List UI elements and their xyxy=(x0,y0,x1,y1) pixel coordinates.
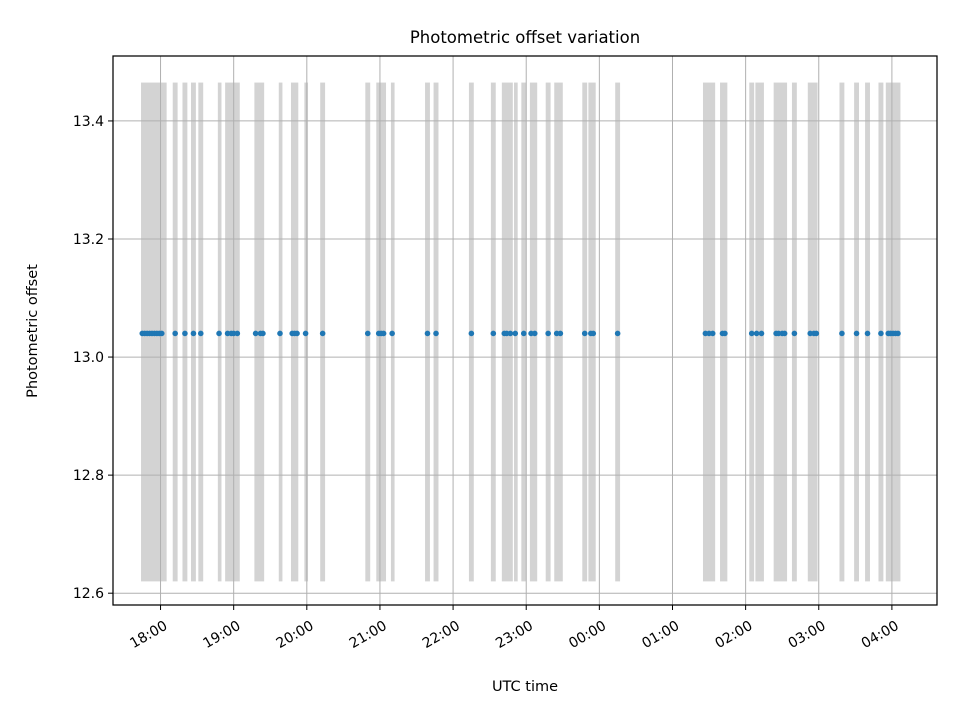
data-point xyxy=(182,330,188,337)
data-point xyxy=(853,330,860,337)
x-tick-label: 19:00 xyxy=(201,618,244,652)
data-point xyxy=(234,330,241,337)
data-point xyxy=(433,330,439,337)
data-point xyxy=(722,330,728,337)
data-point xyxy=(839,330,845,337)
data-point xyxy=(424,330,431,337)
y-tick-label: 13.2 xyxy=(73,232,104,248)
data-point xyxy=(581,330,588,337)
data-point xyxy=(545,330,551,337)
data-point xyxy=(490,330,497,337)
x-tick-label: 01:00 xyxy=(639,618,682,652)
data-point xyxy=(319,330,326,337)
data-point xyxy=(813,330,820,337)
data-point xyxy=(748,330,755,337)
x-tick-label: 21:00 xyxy=(347,618,390,652)
data-point xyxy=(781,330,788,337)
data-point xyxy=(895,330,901,337)
y-axis-ticks: 12.6 12.8 13.0 13.2 13.4 xyxy=(73,114,113,602)
x-tick-label: 03:00 xyxy=(786,618,829,652)
data-point xyxy=(531,330,538,337)
data-point xyxy=(158,330,165,337)
data-point xyxy=(216,330,222,337)
data-point xyxy=(260,330,266,337)
data-point xyxy=(507,330,514,337)
x-tick-label: 23:00 xyxy=(493,618,536,652)
data-point xyxy=(753,330,760,337)
x-tick-label: 22:00 xyxy=(420,618,463,652)
data-point xyxy=(190,330,197,337)
data-points xyxy=(139,330,901,337)
data-point xyxy=(557,330,564,337)
x-tick-label: 00:00 xyxy=(566,618,609,652)
data-point xyxy=(380,330,387,337)
y-tick-label: 12.8 xyxy=(73,468,104,484)
x-tick-label: 18:00 xyxy=(127,618,170,652)
x-tick-label: 04:00 xyxy=(859,618,902,652)
data-point xyxy=(709,330,716,337)
data-point xyxy=(468,330,475,337)
x-axis-ticks: 18:00 19:00 20:00 21:00 22:00 23:00 00:00 01:00… xyxy=(127,605,902,652)
data-point xyxy=(172,330,178,337)
x-tick-label: 20:00 xyxy=(274,618,317,652)
data-point xyxy=(277,330,283,337)
x-axis-label: UTC time xyxy=(492,679,558,695)
data-point xyxy=(864,330,871,337)
data-point xyxy=(364,330,371,337)
data-point xyxy=(791,330,798,337)
x-tick-label: 02:00 xyxy=(712,618,755,652)
data-point xyxy=(520,330,527,337)
data-point xyxy=(197,330,204,337)
data-point xyxy=(878,330,884,337)
y-tick-label: 13.0 xyxy=(73,350,104,366)
chart-title: Photometric offset variation xyxy=(410,28,640,47)
y-axis-label: Photometric offset xyxy=(25,264,41,398)
data-point xyxy=(389,330,395,337)
data-point xyxy=(512,330,519,337)
data-point xyxy=(758,330,765,337)
data-point xyxy=(590,330,597,337)
plot-frame xyxy=(112,55,938,606)
grid xyxy=(113,56,937,605)
y-tick-label: 12.6 xyxy=(73,586,104,602)
data-point xyxy=(294,330,300,337)
data-point xyxy=(302,330,309,337)
y-tick-label: 13.4 xyxy=(73,114,104,130)
data-point xyxy=(252,330,259,337)
data-point xyxy=(614,330,621,337)
